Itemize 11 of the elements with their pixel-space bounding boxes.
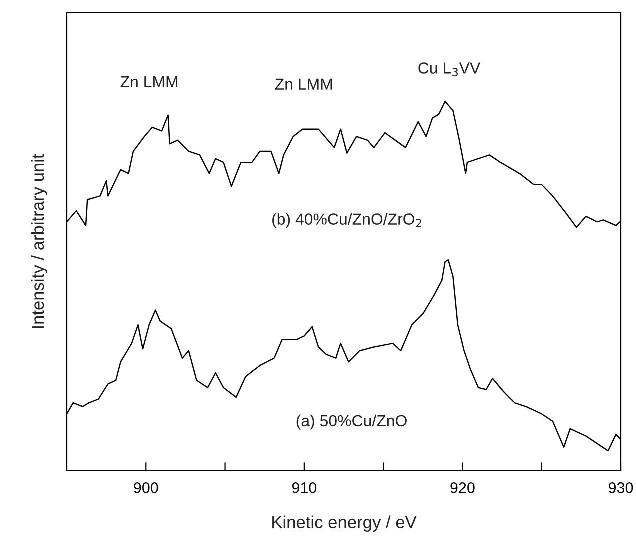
text: Cu L$_{3}$VV [418,62,481,77]
x-axis-title: Kinetic energy / eV [272,516,417,532]
annotation: (b) 40%Cu/ZnO/ZrO$_{2}$ [272,213,422,228]
x-tick-label: 900 [134,482,158,494]
x-tick-label: 930 [608,482,634,494]
x-tick-label: 910 [292,482,317,494]
annotation: (a) 50%Cu/ZnO [296,414,407,430]
y-axis-title: Intensity / arbitrary unit [31,154,48,328]
text: Zn LMM [120,76,178,88]
text: Zn LMM [275,78,332,90]
x-tick-label: 920 [450,482,475,494]
